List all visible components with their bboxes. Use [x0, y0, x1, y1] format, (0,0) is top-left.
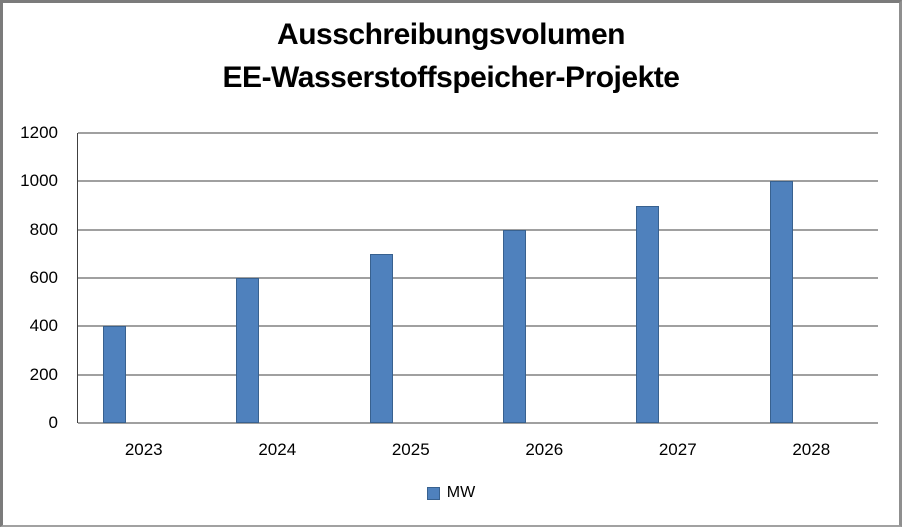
gridline [78, 422, 878, 424]
legend-label: MW [446, 484, 476, 501]
y-tick-label: 600 [29, 268, 58, 287]
bar-2027 [636, 205, 660, 423]
bar-2023 [102, 326, 126, 423]
gridline [78, 229, 878, 231]
x-tick-label-2026: 2026 [525, 440, 564, 459]
bar-2028 [769, 181, 793, 423]
chart-title: Ausschreibungsvolumen EE-Wasserstoffspei… [0, 13, 902, 99]
gridline [78, 374, 878, 376]
y-tick-label: 200 [29, 364, 58, 384]
gridline [78, 277, 878, 279]
y-tick-label: 400 [29, 316, 58, 336]
bar-2026 [502, 229, 526, 423]
legend: MW [0, 484, 902, 502]
chart-title-line2: EE-Wasserstoffspeicher-Projekte [222, 61, 680, 94]
y-tick-label: 800 [29, 219, 58, 239]
gridline [78, 180, 878, 182]
y-axis-labels: 0 200 400 600 800 1000 1200 [0, 123, 58, 432]
chart-title-line1: Ausschreibungsvolumen [277, 18, 625, 51]
legend-swatch [426, 486, 440, 500]
gridline [78, 325, 878, 327]
y-tick-label: 1200 [20, 123, 58, 142]
plot-area [77, 132, 878, 424]
bar-2024 [236, 278, 260, 423]
bar-2025 [369, 253, 393, 423]
x-axis-labels: 2023 2024 2025 2026 2027 2028 [77, 440, 878, 462]
y-tick-label: 1000 [20, 171, 58, 191]
x-tick-label-2027: 2027 [658, 440, 697, 459]
x-tick-label-2028: 2028 [792, 440, 831, 459]
x-tick-label-2023: 2023 [124, 440, 163, 459]
y-tick-label: 0 [48, 413, 58, 432]
x-tick-label-2025: 2025 [391, 440, 430, 459]
gridline [78, 132, 878, 134]
x-tick-label-2024: 2024 [258, 440, 297, 459]
